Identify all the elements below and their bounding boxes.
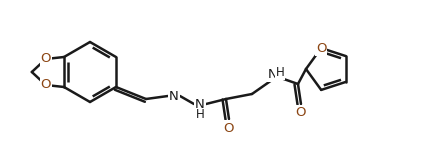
Text: O: O [224,122,234,135]
Text: N: N [195,98,205,111]
Text: O: O [41,53,51,66]
Text: O: O [41,79,51,92]
Text: N: N [169,90,179,103]
Text: H: H [196,109,204,122]
Text: H: H [276,66,284,79]
Text: N: N [268,67,278,80]
Text: O: O [316,42,326,55]
Text: O: O [296,106,306,119]
